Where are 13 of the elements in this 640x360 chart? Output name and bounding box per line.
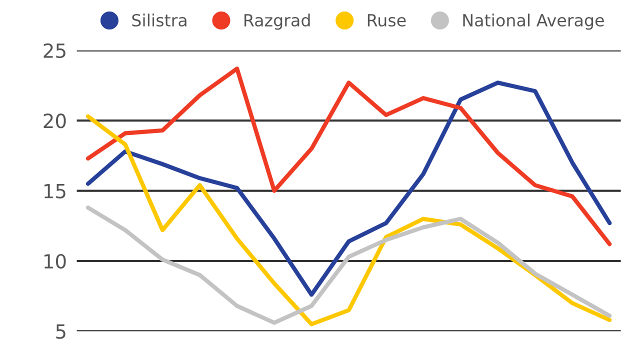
y-tick-label: 25: [44, 43, 66, 58]
legend-label: National Average: [463, 14, 604, 30]
y-tick-label: 10: [44, 254, 66, 269]
legend-label: Ruse: [368, 14, 406, 27]
y-tick-label: 5: [56, 324, 66, 339]
line-series: [86, 206, 612, 325]
legend-label: Razgrad: [244, 14, 310, 30]
y-tick-label: 15: [44, 184, 66, 198]
y-tick-label: 20: [44, 114, 66, 128]
line-series: [86, 66, 612, 246]
line-series: [86, 80, 612, 297]
legend-label: Silistra: [132, 14, 186, 27]
line-series: [86, 114, 612, 326]
